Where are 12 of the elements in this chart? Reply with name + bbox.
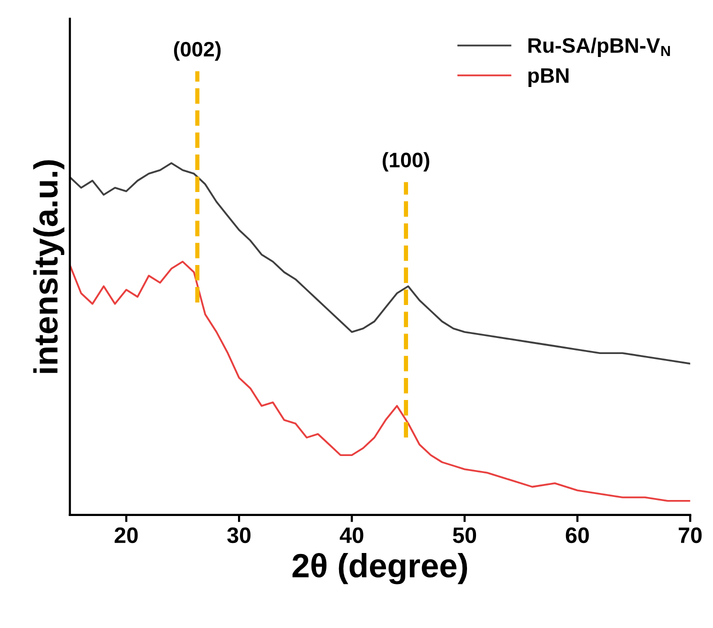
x-tick-label: 70 — [678, 527, 702, 544]
x-tick-label: 60 — [566, 527, 589, 544]
legend-label: pBN — [528, 68, 568, 88]
x-tick-label: 20 — [114, 527, 138, 544]
text: (002) — [174, 41, 221, 61]
x-tick-label: 40 — [340, 527, 364, 544]
y-axis-title: intensity(a.u.) — [33, 160, 64, 373]
legend-label: Ru-SA/pBN-V$_{N}$ — [528, 38, 670, 58]
x-axis-title: 2θ (degree) — [292, 553, 468, 584]
annotation: (100) — [382, 152, 430, 172]
x-tick-label: 30 — [227, 527, 250, 544]
x-tick-label: 50 — [452, 527, 476, 544]
